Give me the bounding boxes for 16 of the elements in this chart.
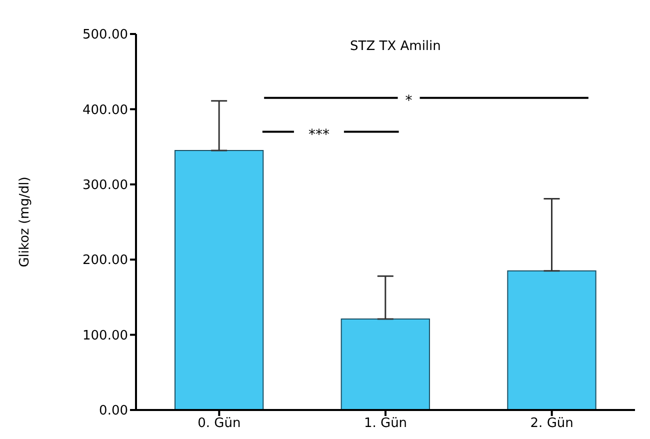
- y-tick-label: 400.00: [82, 102, 128, 118]
- x-tick-label: 2. Gün: [530, 416, 574, 432]
- chart-title: STZ TX Amilin: [350, 39, 441, 54]
- y-tick-label: 100.00: [82, 328, 128, 344]
- x-tick-label: 0. Gün: [198, 416, 241, 432]
- bar: [174, 150, 264, 410]
- y-tick-label: 300.00: [82, 178, 128, 194]
- annotation: *: [405, 92, 412, 109]
- y-tick-label: 500.00: [82, 28, 128, 43]
- x-tick-label: 1. Gün: [364, 416, 408, 432]
- y-tick-label: 0.00: [99, 404, 128, 419]
- bar: [340, 318, 430, 410]
- y-axis-title: Glikoz (mg/dl): [18, 176, 33, 268]
- y-tick-label: 200.00: [82, 253, 128, 268]
- annotation: ***: [308, 126, 330, 143]
- bar: [507, 270, 596, 410]
